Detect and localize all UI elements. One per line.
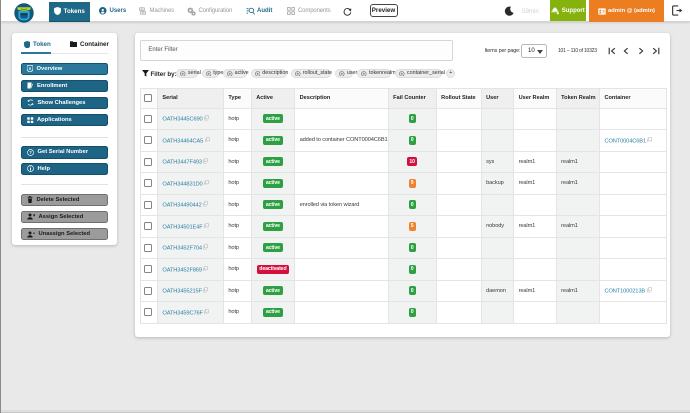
svg-text:?: ? <box>29 150 32 155</box>
